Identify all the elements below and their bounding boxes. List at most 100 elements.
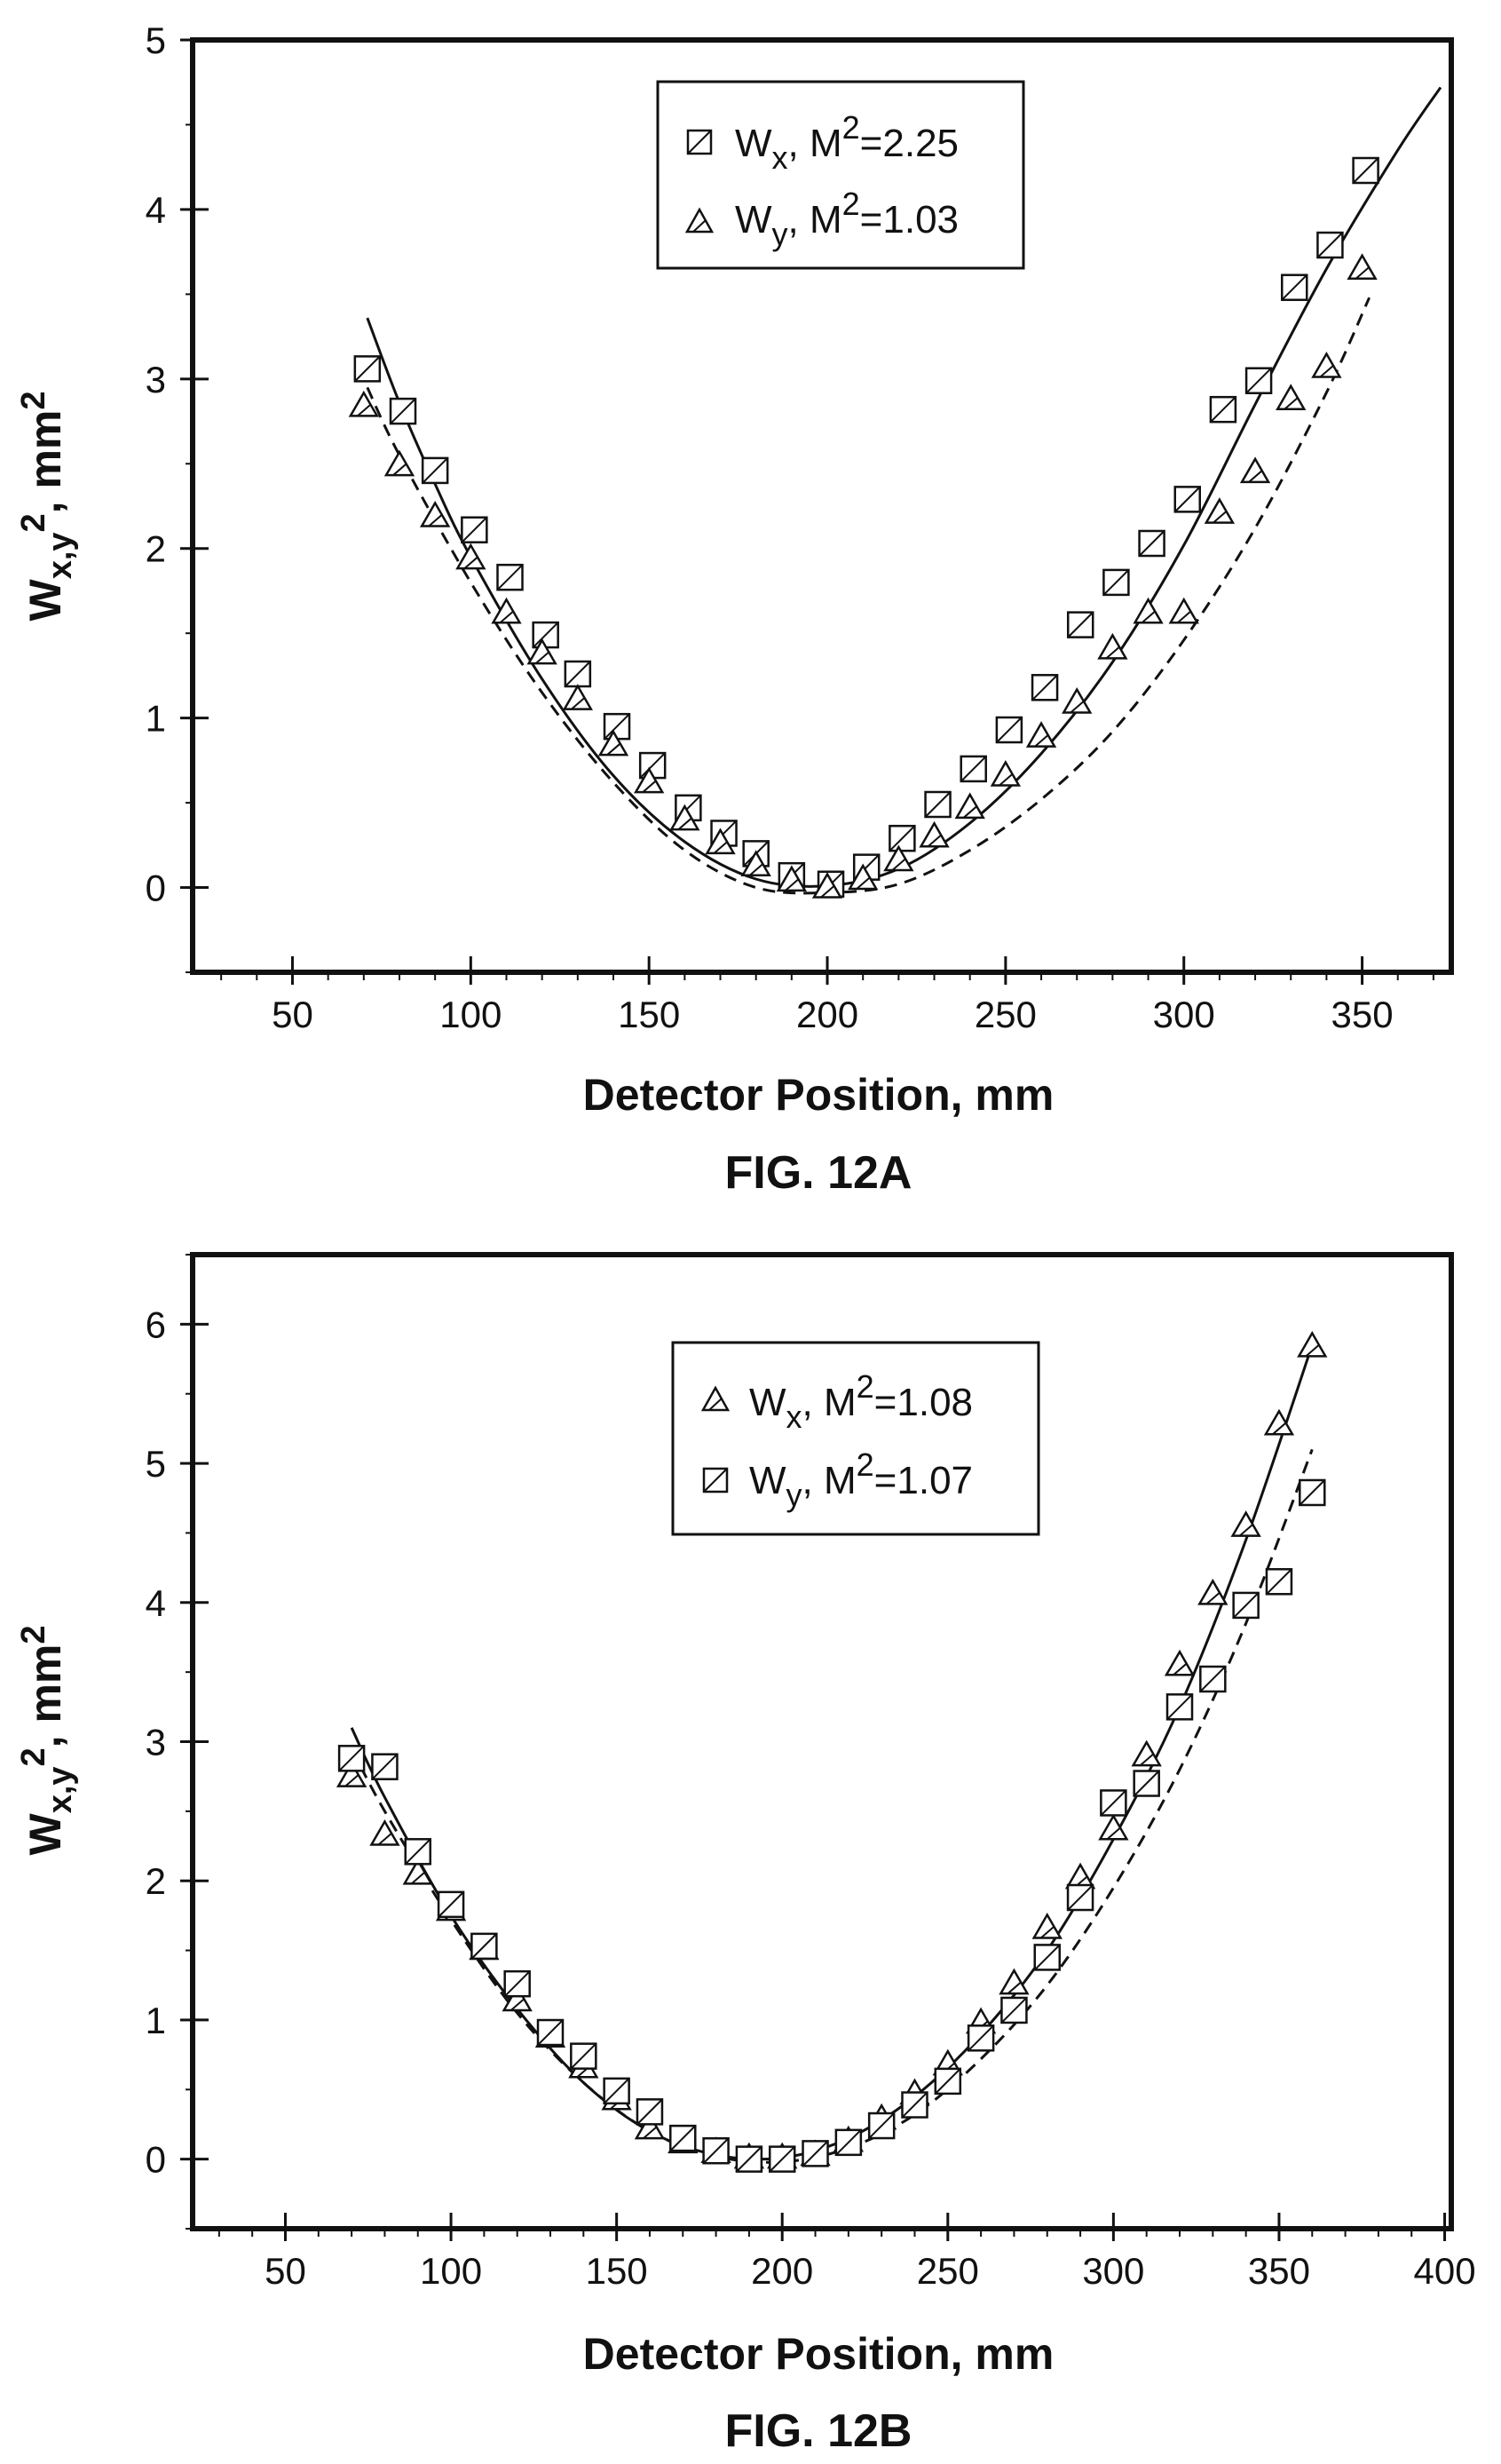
data-point-triangle [954, 792, 985, 820]
data-point-triangle [1133, 597, 1164, 624]
x-tick-label: 250 [975, 994, 1037, 1035]
data-point-triangle [419, 500, 451, 527]
data-point-square [437, 1890, 465, 1919]
data-point-square [570, 2042, 597, 2070]
y-axis-label: Wx,y2, mm2 [15, 391, 79, 621]
y-tick-label: 2 [146, 1860, 166, 1902]
legend-box [656, 80, 1025, 270]
x-tick-label: 150 [618, 994, 680, 1035]
plot-frame [190, 37, 1454, 975]
data-point-square [995, 716, 1023, 744]
x-tick-label: 350 [1331, 994, 1394, 1035]
data-point-triangle [776, 865, 808, 892]
data-point-square [889, 824, 916, 852]
y-tick-label: 2 [146, 528, 166, 570]
data-point-square [1138, 529, 1165, 558]
data-point-square [967, 2024, 995, 2052]
x-tick-label: 150 [586, 2250, 648, 2292]
data-point-triangle [502, 1985, 533, 2012]
data-point-square [702, 2136, 730, 2165]
y-tick-label: 0 [146, 868, 166, 909]
data-point-square [564, 660, 592, 688]
data-point-square [768, 2145, 796, 2173]
data-point-square [470, 1932, 498, 1961]
x-tick-label: 200 [751, 2250, 813, 2292]
data-point-triangle [402, 1858, 433, 1885]
data-point-square [1165, 1693, 1194, 1721]
y-tick-label: 5 [146, 1443, 166, 1485]
fit-curve-dashed [350, 1448, 1314, 2164]
data-point-square [1265, 1568, 1293, 1596]
x-tick-label: 100 [439, 994, 502, 1035]
data-point-square [1281, 273, 1308, 301]
data-point-square [603, 2077, 630, 2105]
data-point-triangle [491, 597, 522, 624]
data-point-square [532, 621, 559, 649]
x-tick-label: 250 [917, 2250, 979, 2292]
legend-entry-1: Wx, M2=1.08 [749, 1368, 973, 1435]
data-point-square [1033, 1944, 1061, 1971]
axes: 50 100 150 200 250 300 350 0 1 2 3 4 5 [146, 20, 1434, 1035]
figure-caption: FIG. 12B [725, 2405, 912, 2457]
legend-marker-square [686, 129, 713, 155]
legend-marker-triangle [684, 207, 715, 234]
y-tick-label: 6 [146, 1303, 166, 1345]
data-point-square [371, 1753, 399, 1780]
data-point-triangle [383, 449, 415, 477]
data-point-triangle [740, 850, 771, 876]
data-point-triangle [562, 684, 593, 710]
data-point-triangle [369, 1818, 400, 1846]
legend-marker-triangle [700, 1385, 731, 1412]
data-point-triangle [999, 1968, 1030, 1995]
data-point-triangle [990, 760, 1022, 787]
y-tick-label: 4 [146, 1582, 166, 1624]
data-point-triangle [1062, 686, 1093, 714]
data-point-triangle [1025, 721, 1057, 748]
data-point-square [389, 397, 417, 425]
fit-curve-dashed [366, 297, 1371, 895]
data-point-square [353, 355, 382, 383]
data-point-square [1232, 1591, 1260, 1620]
data-point-square [1133, 1770, 1160, 1797]
data-point-square [1316, 231, 1344, 259]
data-point-square [461, 516, 488, 543]
y-tick-label: 5 [146, 20, 166, 61]
data-point-square [924, 790, 952, 819]
data-point-triangle [634, 766, 665, 794]
data-point-triangle [1347, 253, 1378, 280]
data-point-square [1000, 1996, 1028, 2024]
data-point-square [1244, 367, 1273, 394]
data-point-square [934, 2067, 962, 2096]
data-point-square [960, 755, 987, 783]
data-point-triangle [669, 804, 700, 831]
data-point-triangle [597, 729, 629, 757]
data-point-square [1173, 486, 1201, 513]
legend-entry-1: Wx, M2=2.25 [735, 109, 959, 176]
x-tick-label: 300 [1153, 994, 1215, 1035]
data-point-square [901, 2091, 928, 2119]
data-point-square [834, 2128, 863, 2157]
data-point-square [536, 2018, 565, 2047]
data-point-triangle [455, 543, 486, 570]
data-point-square [1209, 395, 1237, 424]
data-point-triangle [883, 844, 914, 872]
data-point-triangle [1031, 1912, 1063, 1939]
x-tick-label: 400 [1413, 2250, 1475, 2292]
data-point-triangle [1239, 456, 1271, 484]
data-point-square [1352, 156, 1379, 185]
y-tick-label: 0 [146, 2139, 166, 2181]
legend-entry-2: Wy, M2=1.03 [735, 186, 959, 252]
x-tick-label: 50 [265, 2250, 306, 2292]
data-point-square [1100, 1789, 1127, 1817]
y-axis-label: Wx,y2, mm2 [15, 1625, 79, 1855]
y-tick-label: 3 [146, 1722, 166, 1763]
data-point-square [503, 1969, 531, 1998]
data-point-square [404, 1838, 431, 1866]
x-tick-label: 300 [1082, 2250, 1144, 2292]
data-point-square [421, 456, 449, 485]
legend: Wx, M2=2.25 Wy, M2=1.03 [656, 80, 1025, 270]
data-point-square [636, 2098, 664, 2126]
data-point-triangle [348, 390, 379, 417]
x-axis-label: Detector Position, mm [583, 1070, 1055, 1120]
